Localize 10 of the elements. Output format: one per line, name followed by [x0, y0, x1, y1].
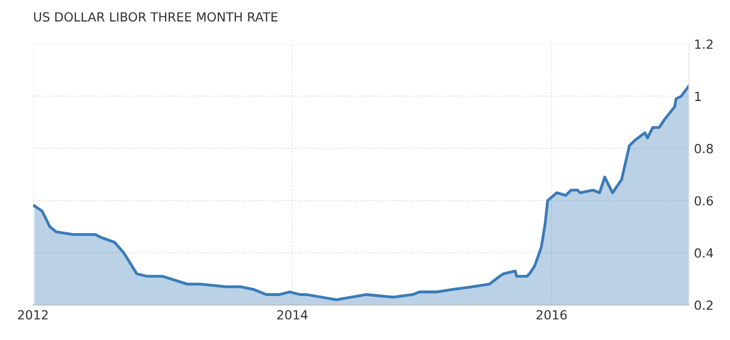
y-tick-label: 0.2	[694, 300, 712, 310]
y-tick-label: 1.2	[695, 39, 712, 49]
y-tick-label: 1	[695, 92, 701, 101]
x-tick-label: 2016	[536, 310, 567, 320]
x-tick-label: 2012	[18, 310, 48, 320]
x-tick-label: 2014	[277, 310, 308, 320]
y-tick-label: 0.8	[694, 144, 713, 154]
y-tick-label: 0.6	[694, 196, 713, 206]
chart-title: US DOLLAR LIBOR THREE MONTH RATE	[34, 12, 278, 22]
y-tick-label: 0.4	[694, 248, 714, 258]
